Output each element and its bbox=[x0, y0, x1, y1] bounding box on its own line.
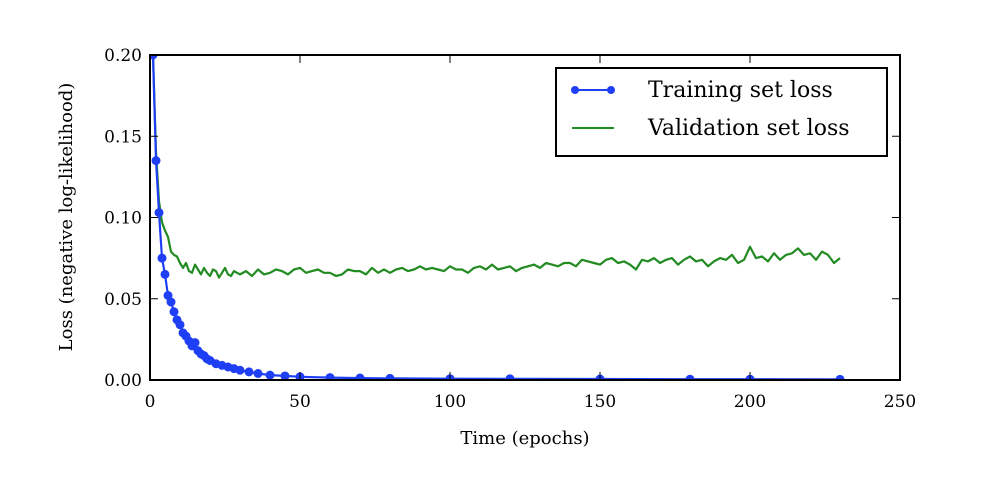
training-point bbox=[505, 374, 515, 380]
training-point bbox=[280, 371, 290, 380]
legend-validation-label: Validation set loss bbox=[647, 116, 850, 141]
legend-box bbox=[555, 67, 888, 157]
validation-series bbox=[151, 55, 841, 279]
training-point bbox=[160, 269, 170, 279]
training-point bbox=[151, 156, 161, 166]
training-point bbox=[175, 320, 185, 330]
training-point bbox=[190, 338, 200, 348]
training-point bbox=[253, 369, 263, 378]
y-tick-label: 0.10 bbox=[104, 209, 142, 229]
validation-line bbox=[151, 55, 841, 279]
x-tick-label: 150 bbox=[584, 392, 616, 412]
y-tick-label: 0.05 bbox=[104, 290, 142, 310]
training-point bbox=[355, 373, 365, 380]
x-axis-label: Time (epochs) bbox=[460, 428, 589, 449]
y-tick-label: 0.20 bbox=[104, 46, 142, 66]
x-tick-label: 100 bbox=[434, 392, 466, 412]
training-point bbox=[244, 367, 254, 377]
training-point bbox=[385, 373, 395, 380]
ticks-layer: 0 50 100 150 200 250 0.00 0.05 0.10 0.15 0.20 bbox=[104, 46, 916, 412]
training-point bbox=[265, 370, 275, 380]
training-point bbox=[325, 373, 335, 380]
legend: Training set loss Validation set loss bbox=[555, 67, 888, 157]
legend-training-label: Training set loss bbox=[648, 78, 833, 103]
x-tick-label: 200 bbox=[734, 392, 766, 412]
training-point bbox=[157, 253, 167, 263]
x-tick-label: 50 bbox=[289, 392, 311, 412]
training-point bbox=[235, 365, 245, 375]
legend-training-marker bbox=[607, 86, 615, 94]
y-tick-label: 0.00 bbox=[104, 371, 142, 391]
training-point bbox=[154, 208, 164, 218]
training-point bbox=[166, 297, 176, 307]
training-point bbox=[169, 307, 179, 317]
y-axis-label: Loss (negative log-likelihood) bbox=[56, 83, 77, 352]
legend-training-marker bbox=[571, 86, 579, 94]
training-series bbox=[150, 55, 845, 380]
x-tick-label: 0 bbox=[145, 392, 156, 412]
y-tick-label: 0.15 bbox=[104, 127, 142, 147]
series-layer bbox=[150, 55, 845, 380]
x-tick-label: 250 bbox=[884, 392, 916, 412]
